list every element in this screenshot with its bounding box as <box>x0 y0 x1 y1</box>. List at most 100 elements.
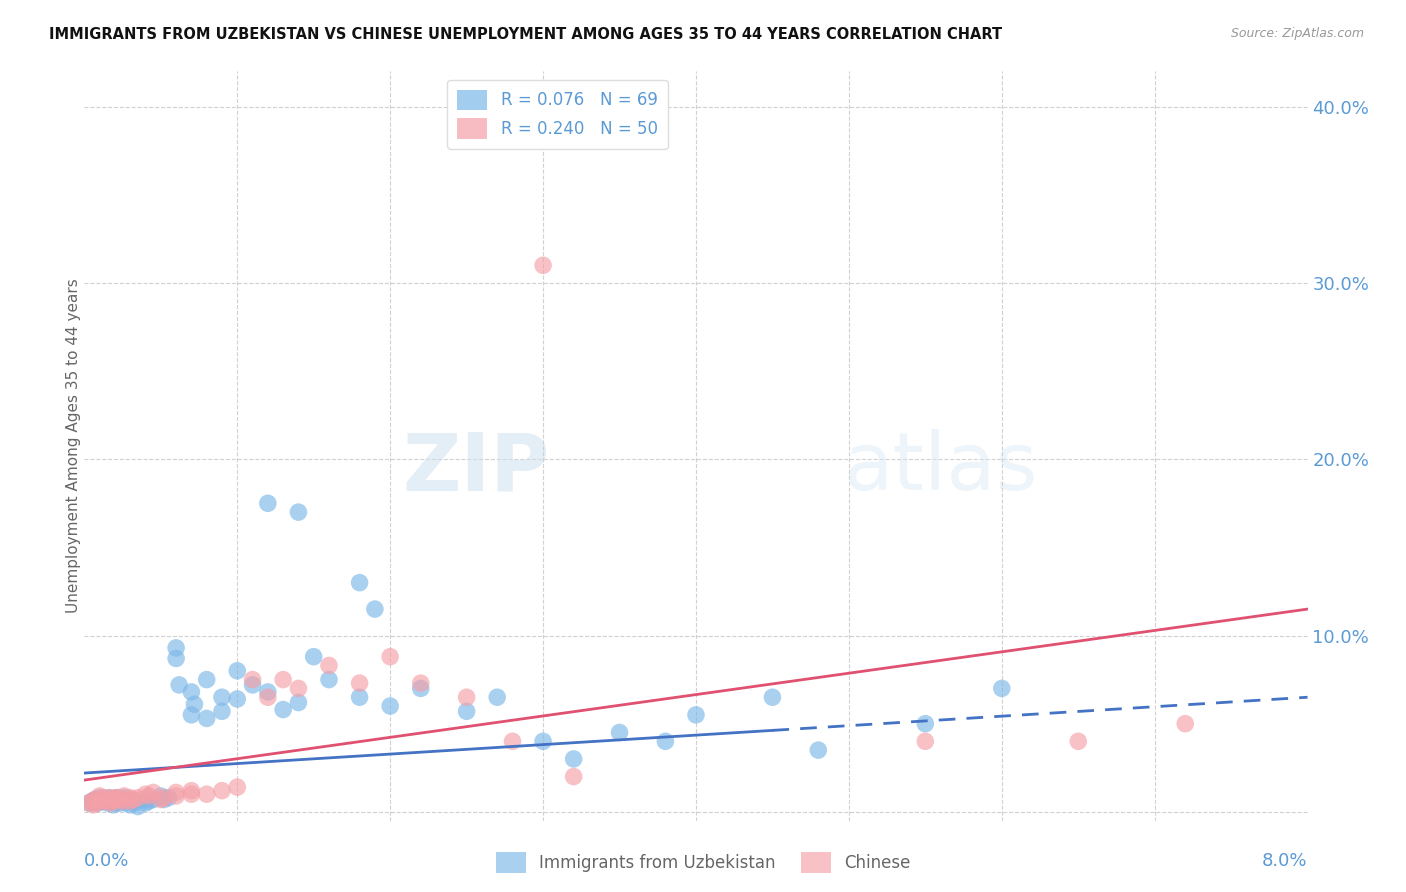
Point <box>180 707 202 722</box>
Point <box>104 796 127 810</box>
Point <box>93 792 115 806</box>
Point <box>97 790 120 805</box>
Point <box>93 794 115 808</box>
Point <box>149 789 172 803</box>
Point <box>120 790 142 805</box>
Point <box>349 676 371 690</box>
Point <box>103 797 125 812</box>
Point <box>195 787 218 801</box>
Point <box>80 794 103 808</box>
Point <box>807 743 830 757</box>
Point <box>77 796 100 810</box>
Point <box>107 794 129 808</box>
Point <box>142 792 165 806</box>
Point <box>318 673 340 687</box>
Text: Source: ZipAtlas.com: Source: ZipAtlas.com <box>1230 27 1364 40</box>
Point <box>90 794 112 808</box>
Point <box>135 796 157 810</box>
Point <box>226 664 249 678</box>
Legend: Immigrants from Uzbekistan, Chinese: Immigrants from Uzbekistan, Chinese <box>489 846 917 880</box>
Point <box>380 649 402 664</box>
Point <box>991 681 1014 696</box>
Point <box>89 789 111 803</box>
Point <box>120 794 142 808</box>
Point <box>302 649 325 664</box>
Point <box>86 796 108 810</box>
Point <box>271 702 294 716</box>
Point <box>195 711 218 725</box>
Point <box>89 794 111 808</box>
Point <box>97 790 120 805</box>
Point <box>287 696 309 710</box>
Point <box>654 734 676 748</box>
Point <box>86 794 108 808</box>
Point <box>96 796 118 810</box>
Point <box>87 796 110 810</box>
Point <box>84 792 107 806</box>
Point <box>111 794 134 808</box>
Point <box>135 787 157 801</box>
Point <box>562 752 585 766</box>
Point <box>83 797 105 812</box>
Point <box>226 780 249 794</box>
Point <box>138 794 160 808</box>
Point <box>120 792 142 806</box>
Point <box>349 575 371 590</box>
Point <box>111 794 134 808</box>
Point <box>271 673 294 687</box>
Point <box>112 789 135 803</box>
Point <box>149 792 172 806</box>
Point <box>105 792 128 806</box>
Point <box>110 792 132 806</box>
Point <box>108 796 131 810</box>
Point <box>257 685 280 699</box>
Point <box>104 790 127 805</box>
Point <box>562 770 585 784</box>
Legend: R = 0.076   N = 69, R = 0.240   N = 50: R = 0.076 N = 69, R = 0.240 N = 50 <box>447 79 668 149</box>
Point <box>349 690 371 705</box>
Point <box>107 790 129 805</box>
Point <box>157 790 180 805</box>
Point <box>257 690 280 705</box>
Point <box>409 681 432 696</box>
Text: 0.0%: 0.0% <box>84 853 129 871</box>
Point <box>122 792 145 806</box>
Point <box>1067 734 1090 748</box>
Point <box>165 640 187 655</box>
Point <box>153 792 176 806</box>
Point <box>211 690 233 705</box>
Point <box>122 794 145 808</box>
Point <box>380 699 402 714</box>
Point <box>114 796 136 810</box>
Point <box>364 602 387 616</box>
Point <box>180 787 202 801</box>
Point <box>120 797 142 812</box>
Point <box>211 783 233 797</box>
Point <box>609 725 631 739</box>
Y-axis label: Unemployment Among Ages 35 to 44 years: Unemployment Among Ages 35 to 44 years <box>66 278 80 614</box>
Point <box>183 698 205 712</box>
Point <box>456 704 478 718</box>
Point <box>409 676 432 690</box>
Point <box>84 792 107 806</box>
Point <box>142 785 165 799</box>
Point <box>89 790 111 805</box>
Point <box>138 789 160 803</box>
Point <box>135 792 157 806</box>
Point <box>127 799 149 814</box>
Point <box>104 794 127 808</box>
Point <box>124 796 146 810</box>
Point <box>80 794 103 808</box>
Point <box>195 673 218 687</box>
Point <box>165 785 187 799</box>
Point <box>456 690 478 705</box>
Point <box>914 734 936 748</box>
Point <box>104 792 127 806</box>
Point <box>180 685 202 699</box>
Text: ZIP: ZIP <box>402 429 550 508</box>
Point <box>531 258 554 272</box>
Point <box>486 690 509 705</box>
Point <box>91 792 114 806</box>
Point <box>287 681 309 696</box>
Point <box>98 794 121 808</box>
